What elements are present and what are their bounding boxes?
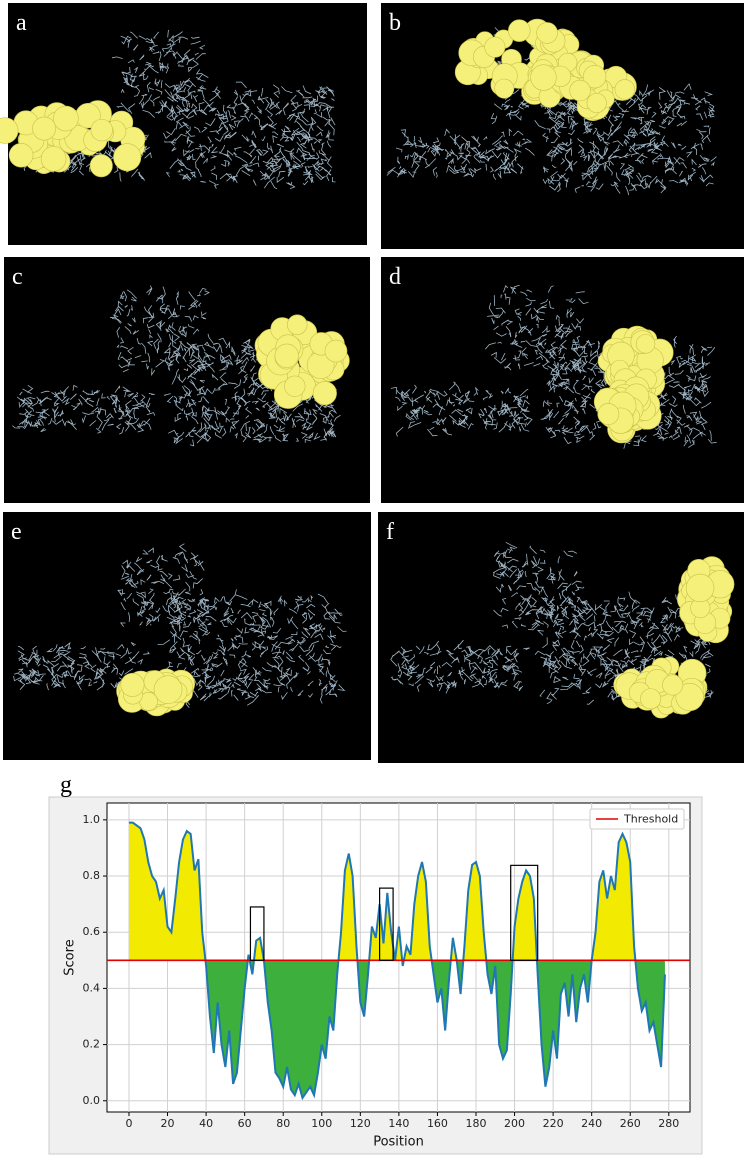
score-line [128, 821, 666, 1101]
molecule-panel: b [381, 3, 744, 249]
atom-sphere [120, 672, 145, 697]
atom-sphere [89, 154, 113, 178]
x-tick-label: 40 [199, 1117, 213, 1130]
panel-label: g [60, 772, 72, 798]
x-tick-label: 0 [125, 1117, 132, 1130]
panel-label: e [11, 519, 22, 545]
atom-sphere [113, 143, 142, 172]
atom-sphere [597, 403, 620, 425]
atom-sphere [8, 142, 34, 168]
legend-label: Threshold [623, 813, 678, 826]
atom-sphere [0, 117, 19, 144]
atom-sphere [530, 64, 557, 91]
panel-label: c [12, 264, 23, 290]
x-tick-label: 180 [466, 1117, 487, 1130]
panel-background [381, 257, 744, 503]
atom-sphere [685, 573, 715, 603]
molecule-panel: f [378, 512, 744, 763]
atom-sphere [287, 314, 308, 335]
y-tick-label: 1.0 [83, 813, 101, 826]
atom-sphere [274, 343, 299, 368]
panel-background [378, 512, 744, 763]
x-tick-label: 240 [581, 1117, 602, 1130]
molecule-panel: e [3, 512, 371, 760]
atom-sphere [614, 79, 635, 100]
atom-sphere [312, 381, 337, 406]
atom-sphere [40, 146, 67, 172]
y-tick-label: 0.8 [83, 869, 101, 882]
x-tick-label: 100 [311, 1117, 332, 1130]
x-tick-label: 280 [658, 1117, 679, 1130]
atom-sphere [153, 675, 183, 704]
atom-sphere [484, 36, 506, 58]
fill-below [205, 960, 665, 1098]
x-axis-label: Position [373, 1135, 424, 1150]
highlight-box [510, 864, 539, 961]
atom-sphere [53, 105, 79, 132]
molecule-panel: a [0, 3, 367, 245]
x-tick-label: 80 [276, 1117, 290, 1130]
atom-sphere [32, 116, 57, 141]
x-tick-label: 120 [350, 1117, 371, 1130]
atom-sphere [662, 674, 684, 696]
panel-label: f [386, 519, 394, 545]
atom-sphere [675, 682, 704, 712]
atom-sphere [586, 92, 607, 114]
x-tick-label: 160 [427, 1117, 448, 1130]
fill-above [128, 822, 665, 961]
x-tick-label: 200 [504, 1117, 525, 1130]
y-tick-label: 0.2 [83, 1038, 101, 1051]
highlight-box [379, 887, 394, 961]
molecule-backbone [13, 543, 347, 709]
atom-sphere [508, 19, 531, 42]
panel-background [3, 512, 371, 760]
molecule-backbone [18, 29, 336, 190]
atom-sphere [284, 375, 306, 397]
y-tick-label: 0.6 [83, 925, 101, 938]
atom-sphere [90, 118, 113, 142]
panel-label: d [389, 264, 401, 290]
x-tick-label: 220 [543, 1117, 564, 1130]
x-tick-label: 60 [238, 1117, 252, 1130]
molecule-panel: d [381, 257, 744, 503]
panel-label: b [389, 10, 401, 36]
atom-sphere [536, 22, 558, 44]
atom-sphere [324, 339, 348, 363]
atom-sphere [494, 78, 515, 99]
molecule-panel: c [4, 257, 370, 503]
legend-box [589, 808, 685, 830]
panel-label: a [16, 10, 27, 36]
y-tick-label: 0.4 [83, 981, 101, 994]
highlight-box [249, 906, 265, 961]
x-tick-label: 260 [620, 1117, 641, 1130]
atom-sphere [582, 65, 607, 89]
x-tick-label: 20 [161, 1117, 175, 1130]
atom-sphere [569, 79, 591, 102]
atom-sphere [635, 334, 656, 354]
x-tick-label: 140 [388, 1117, 409, 1130]
y-tick-label: 0.0 [83, 1094, 101, 1107]
atom-sphere [640, 688, 662, 710]
y-axis-label: Score [63, 939, 78, 975]
